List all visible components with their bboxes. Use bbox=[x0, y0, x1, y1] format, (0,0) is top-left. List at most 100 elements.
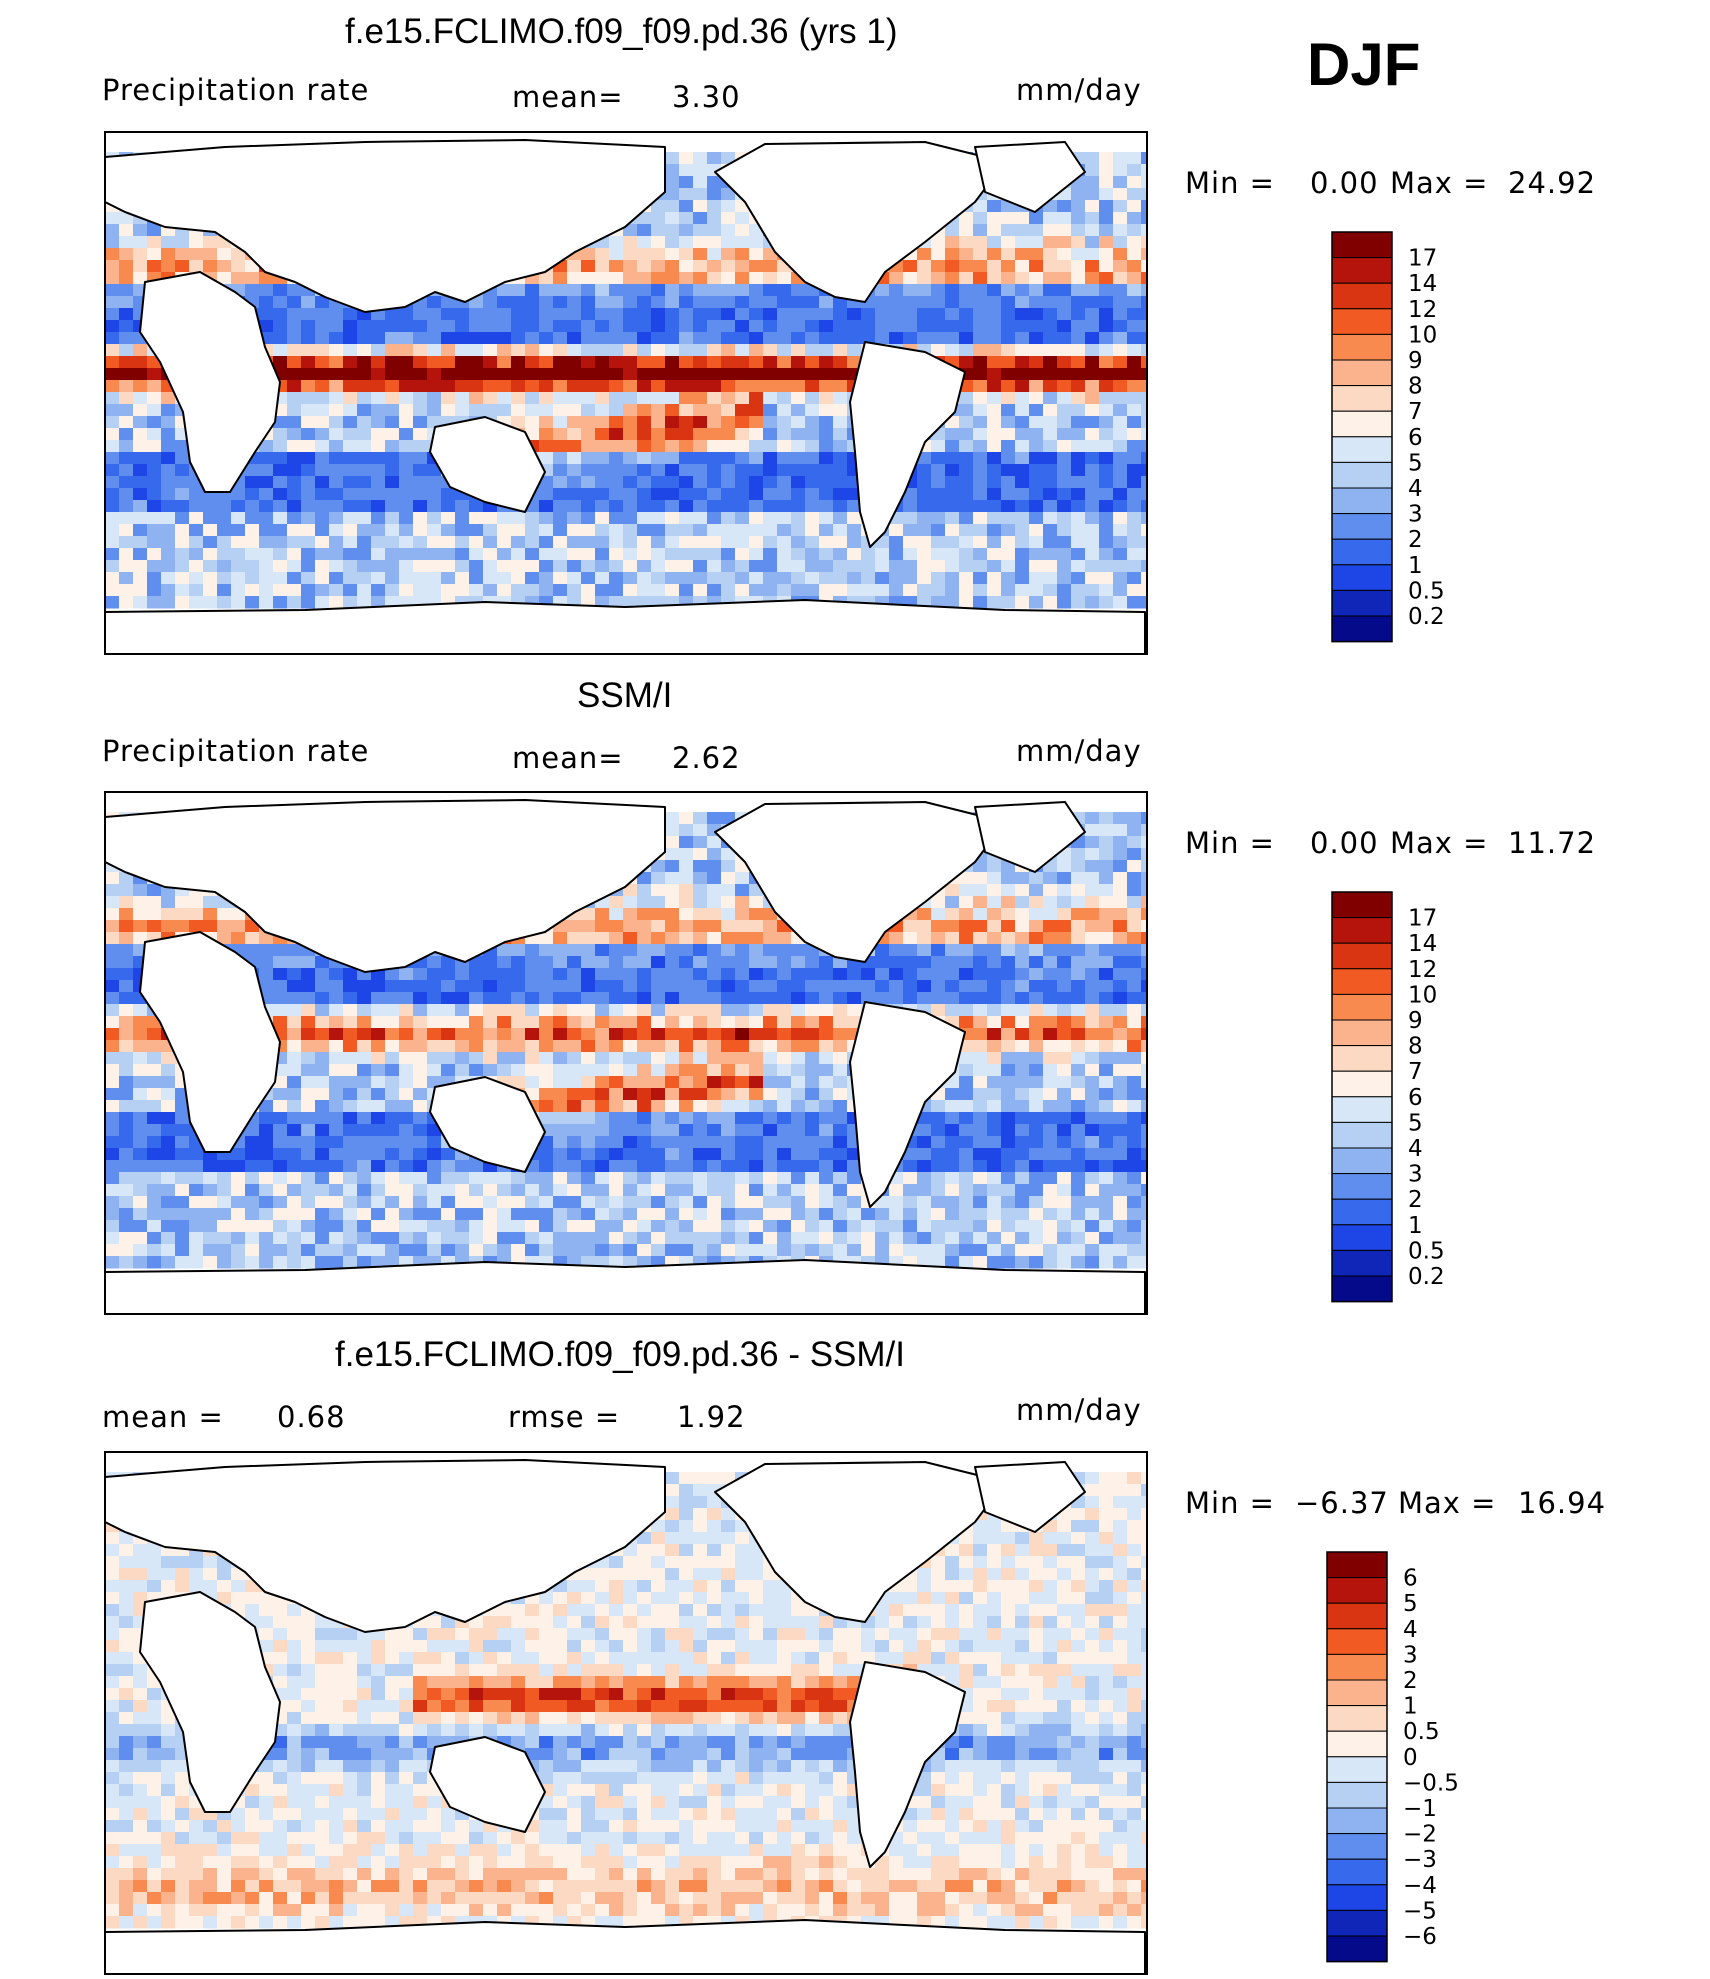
field-cell bbox=[973, 272, 988, 285]
field-cell bbox=[1015, 1088, 1030, 1101]
field-cell bbox=[343, 584, 358, 597]
field-cell bbox=[665, 320, 680, 333]
field-cell bbox=[231, 920, 246, 933]
field-cell bbox=[651, 1040, 666, 1053]
field-cell bbox=[679, 248, 694, 261]
field-cell bbox=[1029, 212, 1044, 225]
field-cell bbox=[833, 344, 848, 357]
field-cell bbox=[287, 1088, 302, 1101]
field-cell bbox=[665, 464, 680, 477]
field-cell bbox=[1001, 320, 1016, 333]
field-cell bbox=[1099, 584, 1114, 597]
field-cell bbox=[679, 1016, 694, 1029]
field-cell bbox=[259, 548, 274, 561]
field-cell bbox=[1099, 1016, 1114, 1029]
colorbar-frame bbox=[1331, 231, 1393, 643]
field-cell bbox=[399, 1136, 414, 1149]
field-cell bbox=[119, 368, 134, 381]
field-cell bbox=[133, 536, 148, 549]
field-cell bbox=[665, 896, 680, 909]
field-cell bbox=[343, 1076, 358, 1089]
field-cell bbox=[553, 1064, 568, 1077]
field-cell bbox=[1099, 272, 1114, 285]
field-cell bbox=[119, 992, 134, 1005]
field-cell bbox=[777, 1100, 792, 1113]
field-cell bbox=[1099, 260, 1114, 273]
field-cell bbox=[1099, 356, 1114, 369]
field-cell bbox=[945, 572, 960, 585]
field-cell bbox=[637, 416, 652, 429]
field-cell bbox=[1085, 392, 1100, 405]
field-cell bbox=[301, 308, 316, 321]
field-cell bbox=[427, 488, 442, 501]
field-cell bbox=[161, 404, 176, 417]
field-cell bbox=[427, 308, 442, 321]
field-cell bbox=[1085, 1016, 1100, 1029]
field-cell bbox=[945, 440, 960, 453]
field-cell bbox=[245, 524, 260, 537]
field-cell bbox=[581, 380, 596, 393]
field-cell bbox=[1029, 1004, 1044, 1017]
field-cell bbox=[1071, 524, 1086, 537]
field-cell bbox=[805, 536, 820, 549]
field-cell bbox=[931, 536, 946, 549]
field-cell bbox=[315, 1052, 330, 1065]
field-cell bbox=[441, 500, 456, 513]
field-cell bbox=[1029, 404, 1044, 417]
field-cell bbox=[301, 572, 316, 585]
field-cell bbox=[889, 968, 904, 981]
field-cell bbox=[917, 992, 932, 1005]
field-cell bbox=[1141, 896, 1147, 909]
field-cell bbox=[1057, 212, 1072, 225]
field-cell bbox=[147, 596, 162, 609]
field-cell bbox=[707, 176, 722, 189]
field-cell bbox=[1057, 368, 1072, 381]
field-cell bbox=[973, 344, 988, 357]
field-cell bbox=[875, 968, 890, 981]
field-cell bbox=[679, 212, 694, 225]
field-cell bbox=[553, 1088, 568, 1101]
field-cell bbox=[483, 356, 498, 369]
field-cell bbox=[133, 1040, 148, 1053]
field-cell bbox=[973, 308, 988, 321]
field-cell bbox=[315, 380, 330, 393]
field-cell bbox=[133, 524, 148, 537]
field-cell bbox=[119, 1028, 134, 1041]
field-cell bbox=[763, 512, 778, 525]
field-cell bbox=[651, 560, 666, 573]
field-cell bbox=[651, 1136, 666, 1149]
field-cell bbox=[889, 560, 904, 573]
field-cell bbox=[819, 992, 834, 1005]
field-cell bbox=[511, 956, 526, 969]
field-cell bbox=[161, 416, 176, 429]
field-cell bbox=[987, 896, 1002, 909]
field-cell bbox=[791, 332, 806, 345]
field-cell bbox=[1099, 392, 1114, 405]
field-cell bbox=[665, 932, 680, 945]
field-cell bbox=[637, 272, 652, 285]
field-cell bbox=[357, 584, 372, 597]
field-cell bbox=[679, 428, 694, 441]
field-cell bbox=[931, 452, 946, 465]
field-cell bbox=[945, 560, 960, 573]
field-cell bbox=[469, 524, 484, 537]
field-cell bbox=[679, 332, 694, 345]
field-cell bbox=[581, 1100, 596, 1113]
field-cell bbox=[749, 512, 764, 525]
field-cell bbox=[1141, 920, 1147, 933]
field-cell bbox=[133, 884, 148, 897]
field-cell bbox=[1141, 512, 1147, 525]
field-cell bbox=[735, 344, 750, 357]
field-cell bbox=[679, 992, 694, 1005]
field-cell bbox=[917, 332, 932, 345]
field-cell bbox=[973, 1028, 988, 1041]
field-cell bbox=[259, 560, 274, 573]
field-cell bbox=[1043, 272, 1058, 285]
field-cell bbox=[721, 500, 736, 513]
field-cell bbox=[1029, 1088, 1044, 1101]
field-cell bbox=[315, 488, 330, 501]
field-cell bbox=[637, 260, 652, 273]
field-cell bbox=[735, 464, 750, 477]
field-cell bbox=[805, 1136, 820, 1149]
field-cell bbox=[945, 956, 960, 969]
